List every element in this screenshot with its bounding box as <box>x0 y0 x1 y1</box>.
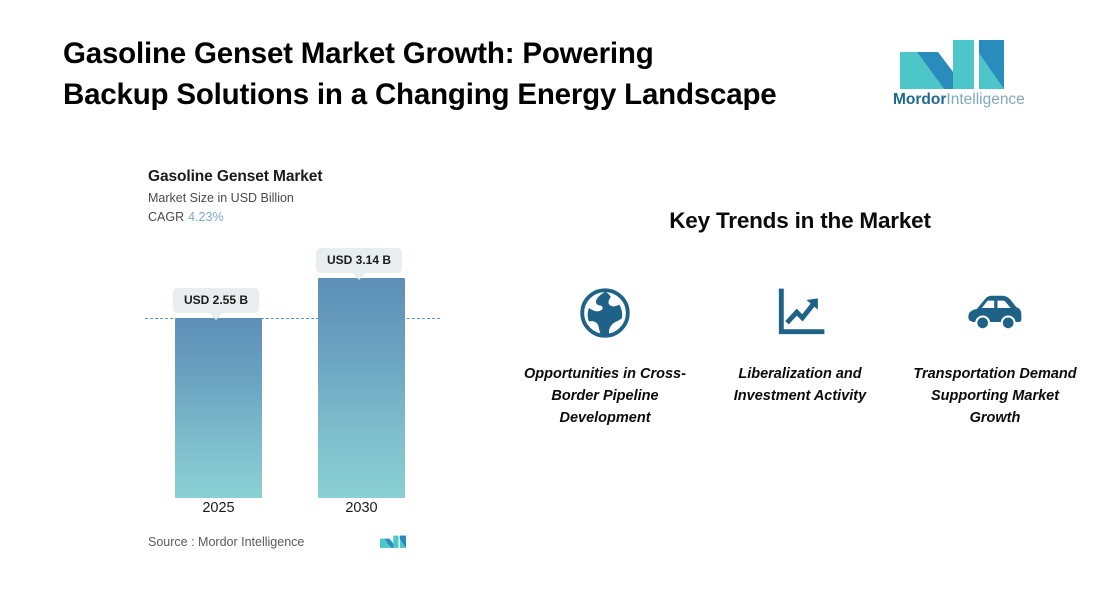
page-header: Gasoline Genset Market Growth: Powering … <box>0 0 1114 140</box>
mordor-logo-mark-small-icon <box>380 535 406 548</box>
chart-title: Gasoline Genset Market <box>148 168 323 185</box>
bar-value-label-2025: USD 2.55 B <box>173 288 260 320</box>
chart-plot-area: USD 2.55 B USD 3.14 B 2025 2030 <box>140 160 460 560</box>
key-trends-panel: Key Trends in the Market Opportunities i… <box>520 200 1080 500</box>
line-chart-growth-icon <box>772 285 828 341</box>
cagr-label: CAGR <box>148 210 185 224</box>
trend-item-2: Liberalization and Investment Activity <box>715 285 885 429</box>
key-trends-list: Opportunities in Cross-Border Pipeline D… <box>520 285 1080 429</box>
chart-source-row: Source : Mordor Intelligence <box>148 532 448 554</box>
source-label: Source : <box>148 535 195 549</box>
reference-dashed-line <box>145 318 440 319</box>
car-icon <box>967 285 1023 341</box>
trend-label-2: Liberalization and Investment Activity <box>733 366 867 404</box>
trend-item-1: Opportunities in Cross-Border Pipeline D… <box>520 285 690 429</box>
bar-2025 <box>175 318 262 498</box>
chart-subtitle: Market Size in USD Billion <box>148 191 294 205</box>
cagr-value: 4.23% <box>188 210 224 224</box>
page-title-line-2: Backup Solutions in a Changing Energy La… <box>63 78 777 111</box>
trend-label-3: Transportation Demand Supporting Market … <box>913 366 1077 426</box>
globe-icon <box>577 285 633 341</box>
key-trends-heading: Key Trends in the Market <box>669 208 931 233</box>
mordor-logo-wordmark: MordorIntelligence <box>893 91 1025 109</box>
chart-source-text: Source : Mordor Intelligence <box>148 535 304 549</box>
bar-2030 <box>318 278 405 498</box>
trend-label-1: Opportunities in Cross-Border Pipeline D… <box>524 366 686 426</box>
chart-cagr: CAGR 4.23% <box>148 210 224 224</box>
bar-value-label-2030: USD 3.14 B <box>316 248 403 280</box>
mordor-logo-mark-icon <box>900 40 1004 89</box>
source-name: Mordor Intelligence <box>198 535 305 549</box>
page-title-line-1: Gasoline Genset Market Growth: Powering <box>63 37 654 70</box>
page-title: Gasoline Genset Market Growth: Powering … <box>63 33 873 115</box>
x-axis-tick-2030: 2030 <box>345 500 378 516</box>
mordor-intelligence-logo: MordorIntelligence <box>893 34 1025 116</box>
trend-item-3: Transportation Demand Supporting Market … <box>910 285 1080 429</box>
brand-word-intelligence: Intelligence <box>946 91 1025 108</box>
x-axis-tick-2025: 2025 <box>202 500 235 516</box>
market-size-chart: Gasoline Genset Market Market Size in US… <box>140 160 460 560</box>
brand-word-mordor: Mordor <box>893 91 947 108</box>
